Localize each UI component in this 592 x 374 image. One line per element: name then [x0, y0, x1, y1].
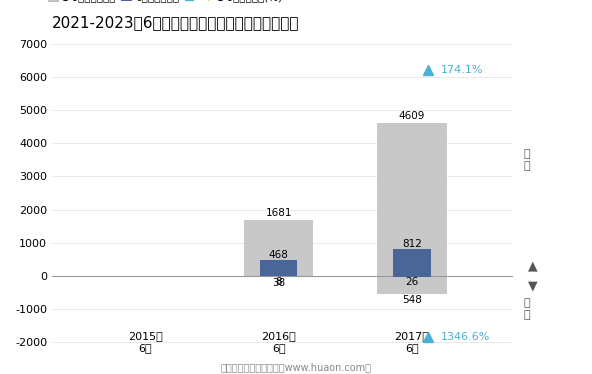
Bar	[377, 276, 446, 294]
Text: 制图：华经产业研究院（www.huaon.com）: 制图：华经产业研究院（www.huaon.com）	[220, 362, 372, 372]
Text: 468: 468	[269, 250, 288, 260]
Text: 26: 26	[406, 278, 419, 287]
Text: 812: 812	[402, 239, 422, 249]
Bar	[244, 276, 313, 277]
Text: 174.1%: 174.1%	[441, 65, 484, 75]
Text: 2021-2023年6月河南民权保税物流中心进、出口额: 2021-2023年6月河南民权保税物流中心进、出口额	[52, 15, 300, 30]
Text: 出
口: 出 口	[524, 149, 530, 171]
Text: 2015年
6月: 2015年 6月	[128, 331, 163, 353]
Legend: 1-6月（万美元）, 6月（万美元）, , 1-6月同比增速(%): 1-6月（万美元）, 6月（万美元）, , 1-6月同比增速(%)	[48, 0, 282, 2]
Text: 38: 38	[272, 278, 285, 288]
Bar	[377, 123, 446, 276]
Text: 2016年
6月: 2016年 6月	[261, 331, 296, 353]
Text: ▲: ▲	[529, 259, 538, 272]
Text: 548: 548	[402, 295, 422, 305]
Text: 8: 8	[275, 277, 282, 287]
Text: 1681: 1681	[265, 208, 292, 218]
Text: 4609: 4609	[399, 111, 425, 121]
Bar	[393, 249, 430, 276]
Bar	[393, 276, 430, 277]
Text: 进
口: 进 口	[524, 298, 530, 320]
Text: 2017年
6月: 2017年 6月	[394, 331, 429, 353]
Bar	[244, 220, 313, 276]
Text: ▼: ▼	[529, 280, 538, 293]
Bar	[260, 260, 297, 276]
Text: 1346.6%: 1346.6%	[441, 332, 491, 343]
